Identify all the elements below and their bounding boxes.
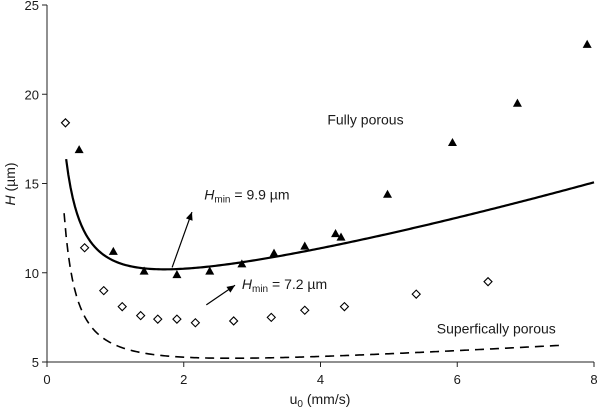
annotation-arrows: [171, 211, 236, 306]
point-fully-porous: [331, 228, 341, 238]
x-tick-label: 0: [43, 372, 50, 387]
point-superficially-porous: [483, 276, 493, 287]
point-fully-porous: [447, 137, 457, 147]
point-superficially-porous: [228, 316, 239, 326]
y-tick-label: 5: [32, 355, 39, 370]
point-fully-porous: [108, 246, 118, 255]
axes: [46, 5, 594, 363]
point-superficially-porous: [172, 314, 182, 324]
x-tick-label: 8: [590, 372, 597, 387]
point-superficially-porous: [135, 310, 146, 321]
x-tick-label: 6: [454, 372, 461, 387]
y-tick-label: 25: [25, 0, 39, 13]
y-tick-label: 15: [25, 177, 39, 192]
annotation-hmin-fully: Hmin = 9.9 µm: [204, 187, 289, 206]
annotation-hmin-superficial: Hmin = 7.2 µm: [242, 276, 327, 295]
point-superficially-porous: [299, 305, 310, 316]
point-superficially-porous: [152, 314, 163, 324]
point-superficially-porous: [339, 301, 350, 312]
point-fully-porous: [74, 145, 84, 154]
point-superficially-porous: [266, 312, 277, 323]
annotation-superficially-porous: Superfically porous: [437, 320, 556, 336]
point-superficially-porous: [117, 301, 127, 312]
superficially-porous-curve: [63, 213, 560, 360]
point-fully-porous: [300, 241, 310, 250]
arrow-shaft: [171, 211, 193, 268]
y-axis-label: H (µm): [2, 162, 18, 205]
y-tick-label: 20: [25, 87, 39, 102]
point-fully-porous: [336, 232, 346, 241]
point-superficially-porous: [60, 118, 71, 128]
x-axis-label: u0 (mm/s): [290, 391, 351, 410]
point-superficially-porous: [190, 317, 201, 328]
y-tick-label: 10: [25, 266, 39, 281]
point-fully-porous: [269, 248, 279, 257]
x-tick-label: 4: [317, 372, 324, 387]
point-fully-porous: [582, 39, 592, 48]
arrow-head: [226, 285, 236, 293]
point-superficially-porous: [79, 242, 90, 253]
data-points: [60, 39, 592, 328]
point-fully-porous: [205, 266, 215, 275]
point-fully-porous: [237, 259, 247, 268]
x-tick-label: 2: [180, 372, 187, 387]
point-fully-porous: [383, 189, 393, 198]
point-fully-porous: [512, 98, 522, 107]
point-superficially-porous: [98, 285, 109, 296]
ticks: 0 2 4 6 8 5 10 15 20 25: [25, 0, 598, 387]
annotation-fully-porous: Fully porous: [327, 112, 403, 128]
point-superficially-porous: [411, 289, 422, 299]
point-fully-porous: [139, 266, 149, 275]
fully-porous-curve: [65, 158, 595, 271]
point-fully-porous: [172, 270, 182, 279]
arrow-head: [185, 212, 193, 221]
